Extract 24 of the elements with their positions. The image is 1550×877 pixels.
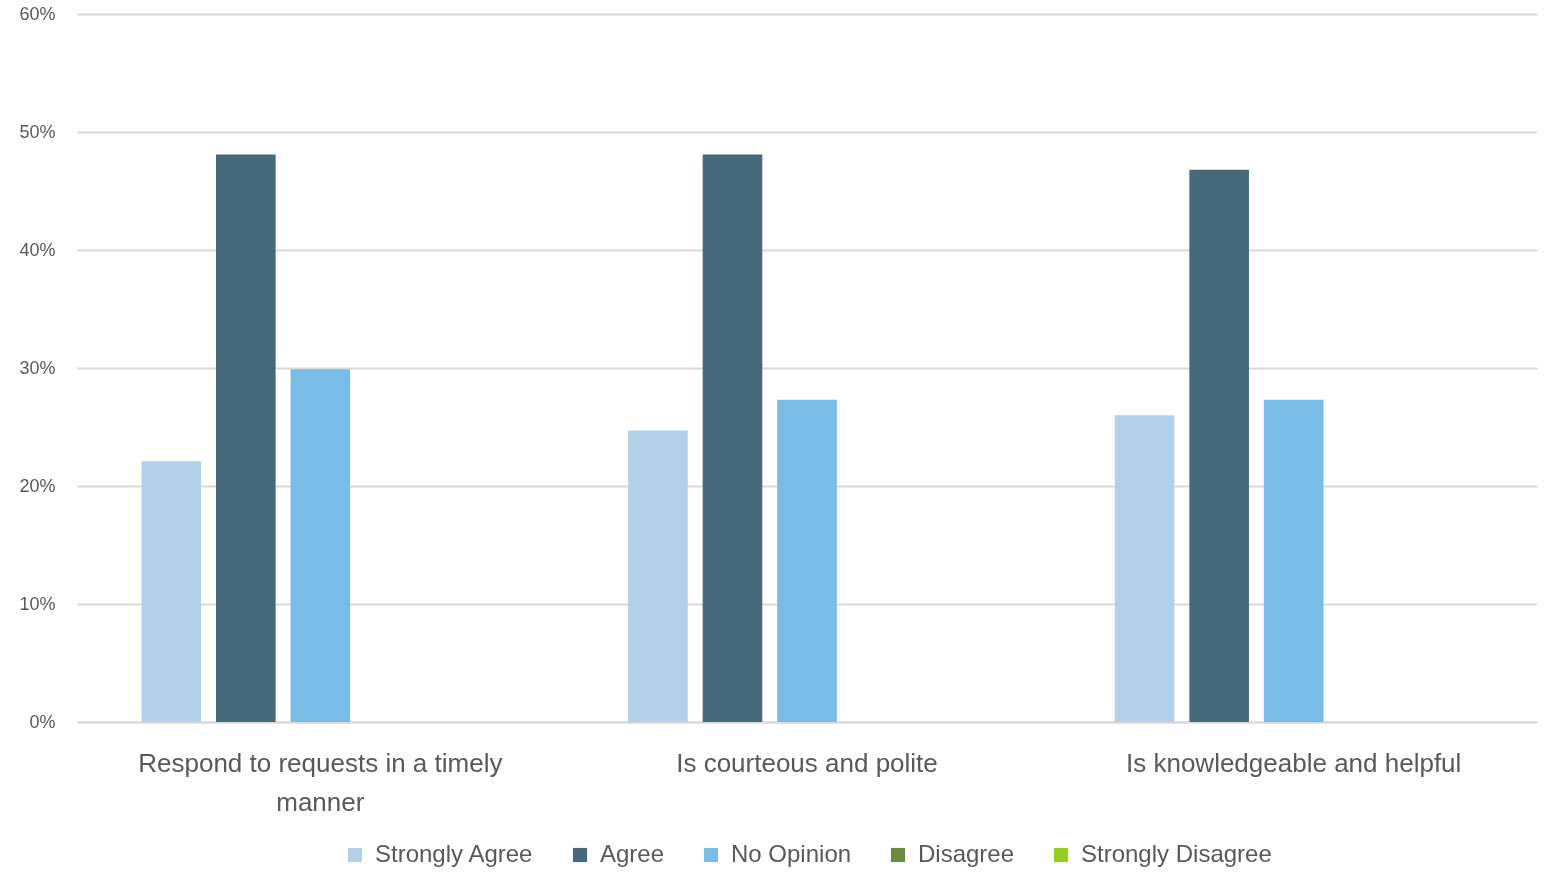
y-tick-label: 30%	[19, 357, 56, 378]
legend-label: Strongly Disagree	[1081, 840, 1272, 867]
x-tick-label: Is knowledgeable and helpful	[1125, 747, 1462, 778]
y-tick-label: 10%	[19, 593, 56, 614]
y-tick-label: 60%	[19, 3, 56, 24]
y-tick-label: 0%	[29, 711, 56, 732]
bar	[702, 154, 763, 722]
x-tick-label: Is courteous and polite	[676, 747, 938, 778]
bar	[141, 461, 202, 722]
legend-label: Strongly Agree	[375, 840, 533, 867]
bar	[1114, 415, 1175, 722]
y-tick-label: 40%	[19, 239, 56, 260]
bar	[1263, 399, 1324, 722]
bar	[1189, 169, 1249, 722]
y-tick-label: 50%	[19, 121, 56, 142]
bar	[216, 154, 276, 722]
y-tick-label: 20%	[19, 475, 56, 496]
x-tick-label: Respond to requests in a timely manner	[138, 747, 503, 817]
bar	[290, 369, 351, 722]
legend-label: No Opinion	[731, 840, 852, 867]
bar	[777, 399, 837, 722]
legend-label: Agree	[600, 840, 665, 867]
bar	[628, 430, 688, 722]
legend-label: Disagree	[918, 840, 1015, 867]
